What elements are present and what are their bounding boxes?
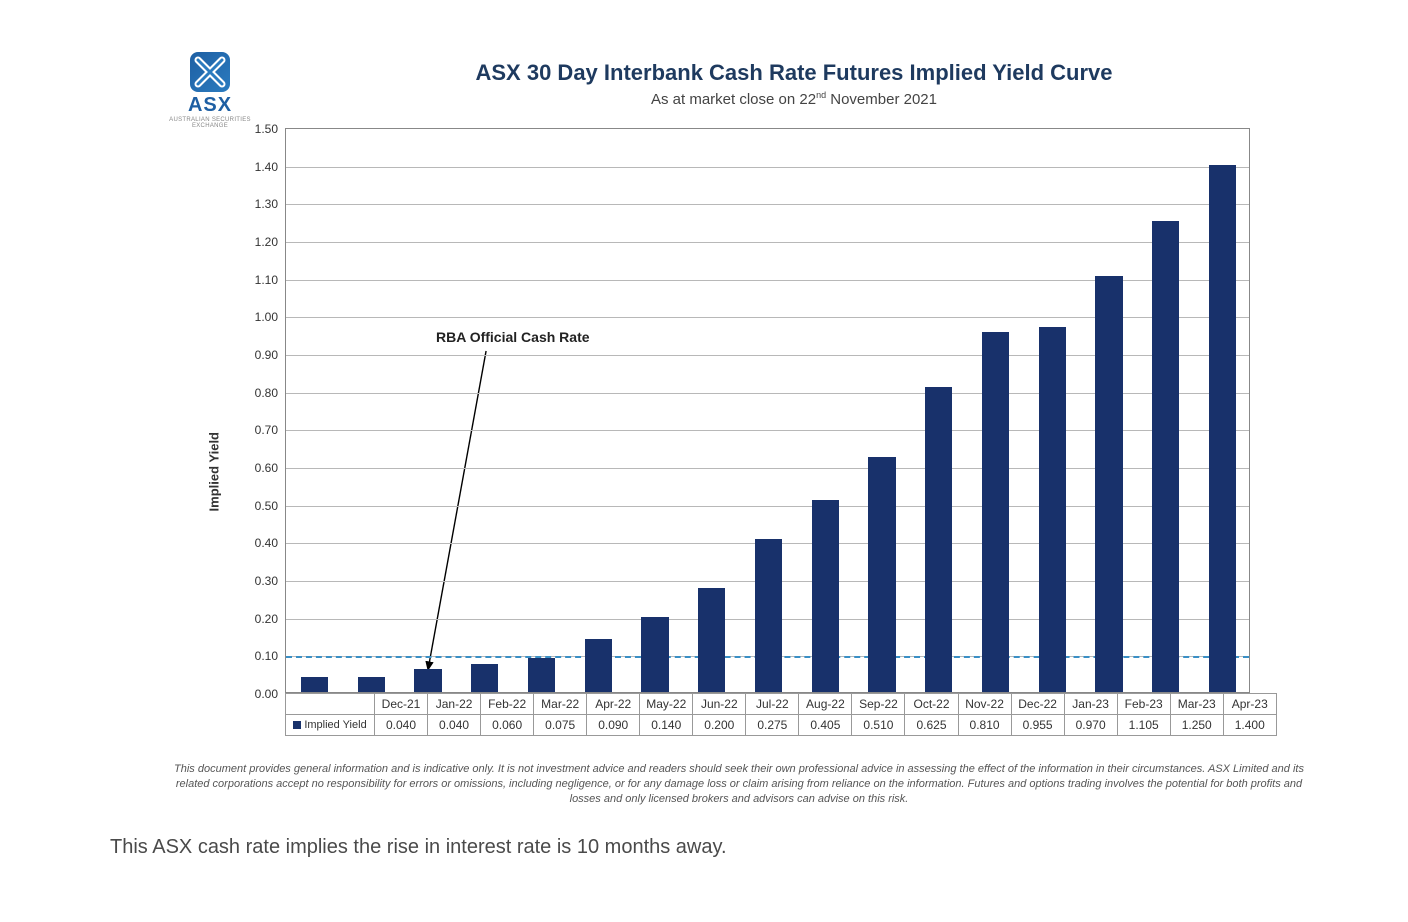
ytick-label: 0.70 xyxy=(255,423,286,437)
ytick-label: 0.10 xyxy=(255,649,286,663)
value-cell: 0.140 xyxy=(640,715,693,736)
value-cell: 0.275 xyxy=(746,715,799,736)
category-cell: Jun-22 xyxy=(693,694,746,715)
ytick-label: 1.40 xyxy=(255,160,286,174)
ytick-label: 0.50 xyxy=(255,499,286,513)
bar xyxy=(1152,221,1179,692)
category-cell: Aug-22 xyxy=(799,694,852,715)
bar xyxy=(982,332,1009,692)
category-cell: Dec-22 xyxy=(1011,694,1064,715)
category-cell: Dec-21 xyxy=(375,694,428,715)
bar xyxy=(414,669,441,692)
value-cell: 0.075 xyxy=(534,715,587,736)
bar xyxy=(755,539,782,692)
category-cell: Feb-22 xyxy=(481,694,534,715)
value-cell: 0.040 xyxy=(428,715,481,736)
bar xyxy=(585,639,612,692)
bar xyxy=(1095,276,1122,692)
gridline xyxy=(286,167,1249,168)
data-row-header: Implied Yield xyxy=(286,715,375,736)
category-cell: Apr-23 xyxy=(1223,694,1276,715)
asx-logo: ASX AUSTRALIAN SECURITIES EXCHANGE xyxy=(160,52,260,129)
ytick-label: 0.80 xyxy=(255,386,286,400)
category-cell: Mar-22 xyxy=(534,694,587,715)
gridline xyxy=(286,242,1249,243)
asx-logo-mark-icon xyxy=(190,52,230,92)
bar xyxy=(471,664,498,692)
chart-container: Implied Yield RBA Official Cash Rate 0.0… xyxy=(215,128,1250,736)
category-cell: Oct-22 xyxy=(905,694,958,715)
bar xyxy=(641,617,668,692)
chart-title: ASX 30 Day Interbank Cash Rate Futures I… xyxy=(300,60,1288,86)
chart-subtitle-sup: nd xyxy=(816,90,826,100)
chart-data-table: Dec-21Jan-22Feb-22Mar-22Apr-22May-22Jun-… xyxy=(285,693,1277,736)
ytick-label: 1.00 xyxy=(255,310,286,324)
value-cell: 0.405 xyxy=(799,715,852,736)
chart-subtitle: As at market close on 22nd November 2021 xyxy=(300,90,1288,108)
table-row-header xyxy=(286,694,375,715)
page: ASX AUSTRALIAN SECURITIES EXCHANGE ASX 3… xyxy=(0,0,1408,922)
bar xyxy=(301,677,328,692)
ytick-label: 1.30 xyxy=(255,197,286,211)
category-cell: Jul-22 xyxy=(746,694,799,715)
bar xyxy=(1039,327,1066,692)
ytick-label: 0.00 xyxy=(255,687,286,701)
value-cell: 0.955 xyxy=(1011,715,1064,736)
gridline xyxy=(286,204,1249,205)
annotation-arrow-icon xyxy=(422,345,492,676)
legend-marker-icon xyxy=(293,721,301,729)
value-cell: 0.200 xyxy=(693,715,746,736)
bar xyxy=(925,387,952,692)
disclaimer-text: This document provides general informati… xyxy=(170,762,1308,807)
bar xyxy=(812,500,839,692)
bar xyxy=(528,658,555,692)
value-cell: 0.060 xyxy=(481,715,534,736)
caption-text: This ASX cash rate implies the rise in i… xyxy=(110,836,727,859)
title-block: ASX 30 Day Interbank Cash Rate Futures I… xyxy=(300,60,1288,108)
value-cell: 0.040 xyxy=(375,715,428,736)
category-cell: Jan-23 xyxy=(1064,694,1117,715)
bar xyxy=(698,588,725,692)
bar xyxy=(1209,165,1236,692)
ytick-label: 1.20 xyxy=(255,235,286,249)
category-cell: Mar-23 xyxy=(1170,694,1223,715)
value-cell: 0.090 xyxy=(587,715,640,736)
category-cell: Apr-22 xyxy=(587,694,640,715)
category-cell: May-22 xyxy=(640,694,693,715)
ytick-label: 1.50 xyxy=(255,122,286,136)
value-cell: 0.625 xyxy=(905,715,958,736)
ytick-label: 0.60 xyxy=(255,461,286,475)
ytick-label: 1.10 xyxy=(255,273,286,287)
value-cell: 0.810 xyxy=(958,715,1011,736)
value-cell: 1.400 xyxy=(1223,715,1276,736)
plot-area: RBA Official Cash Rate 0.000.100.200.300… xyxy=(285,128,1250,693)
annotation-rba-label: RBA Official Cash Rate xyxy=(436,329,590,345)
bar xyxy=(358,677,385,692)
ytick-label: 0.30 xyxy=(255,574,286,588)
ytick-label: 0.90 xyxy=(255,348,286,362)
ytick-label: 0.20 xyxy=(255,612,286,626)
chart-subtitle-prefix: As at market close on 22 xyxy=(651,91,816,108)
chart-subtitle-suffix: November 2021 xyxy=(826,91,937,108)
category-cell: Nov-22 xyxy=(958,694,1011,715)
ytick-label: 0.40 xyxy=(255,536,286,550)
value-cell: 0.970 xyxy=(1064,715,1117,736)
data-row-label: Implied Yield xyxy=(304,719,366,731)
asx-logo-text: ASX xyxy=(160,94,260,117)
category-cell: Feb-23 xyxy=(1117,694,1170,715)
value-cell: 1.250 xyxy=(1170,715,1223,736)
bar xyxy=(868,457,895,692)
category-cell: Sep-22 xyxy=(852,694,905,715)
value-cell: 0.510 xyxy=(852,715,905,736)
y-axis-label: Implied Yield xyxy=(207,432,222,511)
category-cell: Jan-22 xyxy=(428,694,481,715)
value-cell: 1.105 xyxy=(1117,715,1170,736)
